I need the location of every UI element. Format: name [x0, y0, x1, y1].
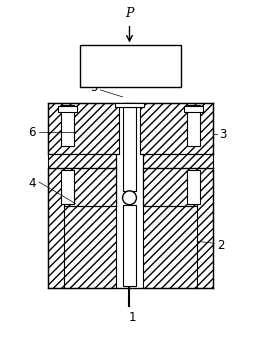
Bar — [187, 105, 200, 146]
Bar — [123, 205, 136, 286]
Text: P: P — [125, 7, 134, 20]
Bar — [48, 168, 116, 288]
Bar — [64, 168, 116, 206]
Bar — [48, 154, 116, 168]
Bar — [123, 103, 136, 107]
Circle shape — [123, 191, 136, 205]
Bar — [58, 106, 77, 112]
Bar — [184, 106, 203, 112]
Text: 3: 3 — [219, 128, 226, 141]
Bar — [80, 45, 182, 87]
Text: 2: 2 — [217, 239, 225, 252]
Text: 4: 4 — [28, 177, 36, 190]
Text: 5: 5 — [90, 81, 97, 95]
Bar — [123, 103, 136, 191]
Bar — [140, 103, 213, 154]
Bar — [115, 103, 144, 107]
Text: 1: 1 — [129, 310, 136, 324]
Bar — [143, 168, 213, 288]
Bar — [143, 168, 197, 206]
Bar — [48, 103, 119, 154]
Bar — [61, 170, 74, 204]
Text: 6: 6 — [28, 126, 36, 139]
Bar — [143, 154, 213, 168]
Bar — [61, 105, 74, 146]
Bar — [187, 170, 200, 204]
